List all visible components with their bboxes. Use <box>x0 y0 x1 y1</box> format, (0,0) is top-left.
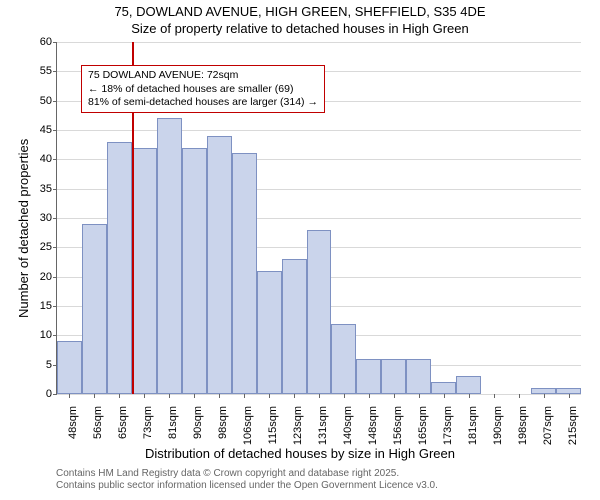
xtick-label: 215sqm <box>567 406 579 445</box>
histogram-bar <box>331 324 356 394</box>
ytick-label: 50 <box>40 95 52 107</box>
xtick-label: 123sqm <box>292 406 304 445</box>
xtick-mark <box>294 394 295 398</box>
histogram-bar <box>207 136 232 394</box>
x-axis-title: Distribution of detached houses by size … <box>0 446 600 461</box>
chart-container: 75, DOWLAND AVENUE, HIGH GREEN, SHEFFIEL… <box>0 0 600 500</box>
annotation-box: 75 DOWLAND AVENUE: 72sqm← 18% of detache… <box>81 65 325 112</box>
ytick-mark <box>53 247 57 248</box>
xtick-mark <box>319 394 320 398</box>
annotation-line3: 81% of semi-detached houses are larger (… <box>88 96 318 109</box>
xtick-label: 165sqm <box>417 406 429 445</box>
ytick-mark <box>53 189 57 190</box>
ytick-mark <box>53 101 57 102</box>
histogram-bar <box>232 153 257 394</box>
chart-title-line1: 75, DOWLAND AVENUE, HIGH GREEN, SHEFFIEL… <box>0 4 600 19</box>
ytick-mark <box>53 335 57 336</box>
xtick-label: 173sqm <box>442 406 454 445</box>
xtick-label: 115sqm <box>267 406 279 444</box>
xtick-label: 73sqm <box>142 406 154 439</box>
histogram-bar <box>157 118 182 394</box>
ytick-mark <box>53 42 57 43</box>
xtick-label: 148sqm <box>367 406 379 445</box>
xtick-label: 131sqm <box>317 406 329 445</box>
annotation-line1: 75 DOWLAND AVENUE: 72sqm <box>88 69 318 82</box>
xtick-mark <box>519 394 520 398</box>
ytick-label: 5 <box>46 359 52 371</box>
xtick-mark <box>169 394 170 398</box>
xtick-mark <box>444 394 445 398</box>
xtick-label: 140sqm <box>342 406 354 445</box>
xtick-label: 48sqm <box>67 406 79 439</box>
ytick-mark <box>53 159 57 160</box>
ytick-label: 0 <box>46 388 52 400</box>
xtick-mark <box>69 394 70 398</box>
histogram-bar <box>456 376 481 394</box>
xtick-mark <box>394 394 395 398</box>
xtick-label: 106sqm <box>242 406 254 445</box>
xtick-label: 81sqm <box>167 406 179 439</box>
xtick-label: 181sqm <box>467 406 479 445</box>
histogram-bar <box>82 224 107 394</box>
ytick-label: 55 <box>40 65 52 77</box>
ytick-label: 45 <box>40 124 52 136</box>
histogram-bar <box>356 359 381 394</box>
xtick-mark <box>494 394 495 398</box>
ytick-label: 20 <box>40 271 52 283</box>
chart-title-line2: Size of property relative to detached ho… <box>0 21 600 36</box>
xtick-label: 56sqm <box>92 406 104 439</box>
xtick-mark <box>419 394 420 398</box>
histogram-bar <box>381 359 406 394</box>
ytick-label: 30 <box>40 212 52 224</box>
attribution-line1: Contains HM Land Registry data © Crown c… <box>56 468 438 480</box>
attribution-line2: Contains public sector information licen… <box>56 480 438 492</box>
histogram-bar <box>132 148 157 394</box>
ytick-label: 25 <box>40 241 52 253</box>
xtick-label: 90sqm <box>192 406 204 439</box>
xtick-mark <box>244 394 245 398</box>
gridline <box>57 42 581 43</box>
histogram-bar <box>57 341 82 394</box>
plot-area: 05101520253035404550556048sqm56sqm65sqm7… <box>56 42 581 395</box>
histogram-bar <box>182 148 207 394</box>
histogram-bar <box>307 230 332 394</box>
histogram-bar <box>406 359 431 394</box>
xtick-mark <box>219 394 220 398</box>
ytick-mark <box>53 306 57 307</box>
histogram-bar <box>107 142 132 394</box>
xtick-mark <box>194 394 195 398</box>
xtick-label: 156sqm <box>392 406 404 445</box>
ytick-mark <box>53 71 57 72</box>
xtick-mark <box>569 394 570 398</box>
ytick-label: 60 <box>40 36 52 48</box>
annotation-line2: ← 18% of detached houses are smaller (69… <box>88 83 318 96</box>
y-axis-title: Number of detached properties <box>16 139 31 318</box>
ytick-mark <box>53 218 57 219</box>
histogram-bar <box>431 382 456 394</box>
ytick-mark <box>53 394 57 395</box>
xtick-mark <box>369 394 370 398</box>
histogram-bar <box>282 259 307 394</box>
xtick-mark <box>269 394 270 398</box>
xtick-label: 207sqm <box>542 406 554 445</box>
xtick-mark <box>94 394 95 398</box>
attribution-text: Contains HM Land Registry data © Crown c… <box>56 468 438 492</box>
xtick-label: 65sqm <box>117 406 129 439</box>
xtick-mark <box>544 394 545 398</box>
xtick-label: 98sqm <box>217 406 229 439</box>
ytick-label: 10 <box>40 329 52 341</box>
xtick-label: 190sqm <box>492 406 504 445</box>
histogram-bar <box>257 271 282 394</box>
xtick-mark <box>469 394 470 398</box>
xtick-label: 198sqm <box>517 406 529 445</box>
xtick-mark <box>119 394 120 398</box>
ytick-label: 40 <box>40 153 52 165</box>
ytick-label: 15 <box>40 300 52 312</box>
ytick-mark <box>53 277 57 278</box>
xtick-mark <box>344 394 345 398</box>
ytick-label: 35 <box>40 183 52 195</box>
gridline <box>57 130 581 131</box>
xtick-mark <box>144 394 145 398</box>
ytick-mark <box>53 130 57 131</box>
